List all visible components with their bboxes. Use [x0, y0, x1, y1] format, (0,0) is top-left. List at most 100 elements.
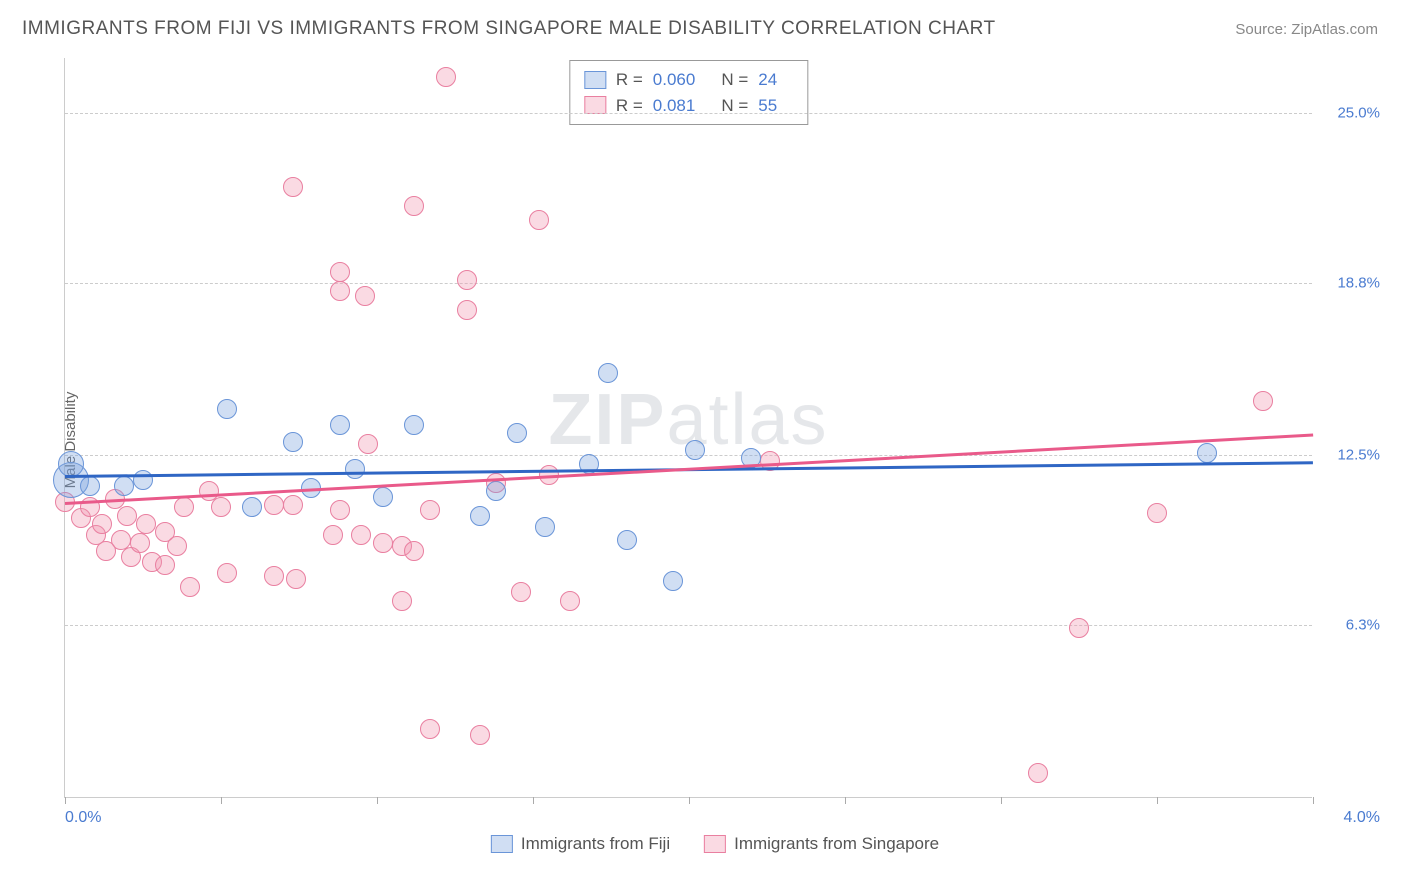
data-point [404, 196, 424, 216]
gridline [65, 113, 1312, 114]
data-point [457, 300, 477, 320]
data-point [617, 530, 637, 550]
data-point [217, 563, 237, 583]
data-point [155, 555, 175, 575]
data-point [1028, 763, 1048, 783]
x-axis-tick [65, 797, 66, 804]
data-point [286, 569, 306, 589]
data-point [436, 67, 456, 87]
data-point [211, 497, 231, 517]
data-point [486, 481, 506, 501]
n-label: N = [721, 67, 748, 93]
data-point [529, 210, 549, 230]
data-point [457, 270, 477, 290]
data-point [1253, 391, 1273, 411]
data-point [242, 497, 262, 517]
y-axis-tick-label: 6.3% [1346, 617, 1380, 634]
legend-stats-box: R = 0.060 N = 24 R = 0.081 N = 55 [569, 60, 808, 125]
data-point [560, 591, 580, 611]
n-value: 55 [758, 93, 777, 119]
source-attribution: Source: ZipAtlas.com [1235, 21, 1378, 38]
data-point [345, 459, 365, 479]
legend-item-fiji: Immigrants from Fiji [491, 834, 670, 854]
data-point [58, 451, 84, 477]
data-point [130, 533, 150, 553]
data-point [117, 506, 137, 526]
data-point [358, 434, 378, 454]
r-value: 0.060 [653, 67, 696, 93]
data-point [283, 432, 303, 452]
data-point [373, 533, 393, 553]
legend-label: Immigrants from Singapore [734, 834, 939, 854]
swatch-icon [491, 835, 513, 853]
data-point [598, 363, 618, 383]
source-label: Source: [1235, 21, 1291, 38]
data-point [470, 725, 490, 745]
data-point [136, 514, 156, 534]
data-point [217, 399, 237, 419]
data-point [174, 497, 194, 517]
x-axis-tick [845, 797, 846, 804]
legend-stats-row-fiji: R = 0.060 N = 24 [584, 67, 793, 93]
data-point [470, 506, 490, 526]
chart-area: Male Disability ZIPatlas R = 0.060 N = 2… [50, 58, 1380, 822]
data-point [392, 591, 412, 611]
data-point [1069, 618, 1089, 638]
x-axis-tick [1313, 797, 1314, 804]
x-axis-tick-label: 4.0% [1344, 809, 1380, 827]
data-point [373, 487, 393, 507]
data-point [283, 495, 303, 515]
y-axis-tick-label: 25.0% [1337, 104, 1380, 121]
n-label: N = [721, 93, 748, 119]
data-point [283, 177, 303, 197]
x-axis-tick [689, 797, 690, 804]
data-point [323, 525, 343, 545]
r-label: R = [616, 67, 643, 93]
y-axis-tick-label: 12.5% [1337, 447, 1380, 464]
legend-stats-row-singapore: R = 0.081 N = 55 [584, 93, 793, 119]
swatch-icon [584, 71, 606, 89]
data-point [355, 286, 375, 306]
data-point [404, 541, 424, 561]
data-point [351, 525, 371, 545]
swatch-icon [704, 835, 726, 853]
data-point [114, 476, 134, 496]
r-value: 0.081 [653, 93, 696, 119]
plot-area: ZIPatlas R = 0.060 N = 24 R = 0.081 N = … [64, 58, 1312, 798]
x-axis-tick [1157, 797, 1158, 804]
data-point [330, 415, 350, 435]
data-point [1147, 503, 1167, 523]
x-axis-tick-label: 0.0% [65, 809, 101, 827]
data-point [507, 423, 527, 443]
r-label: R = [616, 93, 643, 119]
data-point [180, 577, 200, 597]
legend-bottom: Immigrants from Fiji Immigrants from Sin… [491, 834, 939, 854]
data-point [167, 536, 187, 556]
data-point [420, 500, 440, 520]
data-point [330, 262, 350, 282]
data-point [1197, 443, 1217, 463]
data-point [330, 281, 350, 301]
chart-title: IMMIGRANTS FROM FIJI VS IMMIGRANTS FROM … [22, 18, 996, 40]
swatch-icon [584, 96, 606, 114]
data-point [264, 495, 284, 515]
x-axis-tick [377, 797, 378, 804]
x-axis-tick [1001, 797, 1002, 804]
data-point [80, 476, 100, 496]
data-point [264, 566, 284, 586]
data-point [663, 571, 683, 591]
chart-header: IMMIGRANTS FROM FIJI VS IMMIGRANTS FROM … [0, 0, 1406, 50]
data-point [92, 514, 112, 534]
x-axis-tick [221, 797, 222, 804]
data-point [404, 415, 424, 435]
n-value: 24 [758, 67, 777, 93]
watermark-bold: ZIP [548, 379, 666, 459]
legend-label: Immigrants from Fiji [521, 834, 670, 854]
gridline [65, 283, 1312, 284]
data-point [535, 517, 555, 537]
legend-item-singapore: Immigrants from Singapore [704, 834, 939, 854]
data-point [511, 582, 531, 602]
data-point [330, 500, 350, 520]
data-point [685, 440, 705, 460]
y-axis-tick-label: 18.8% [1337, 274, 1380, 291]
